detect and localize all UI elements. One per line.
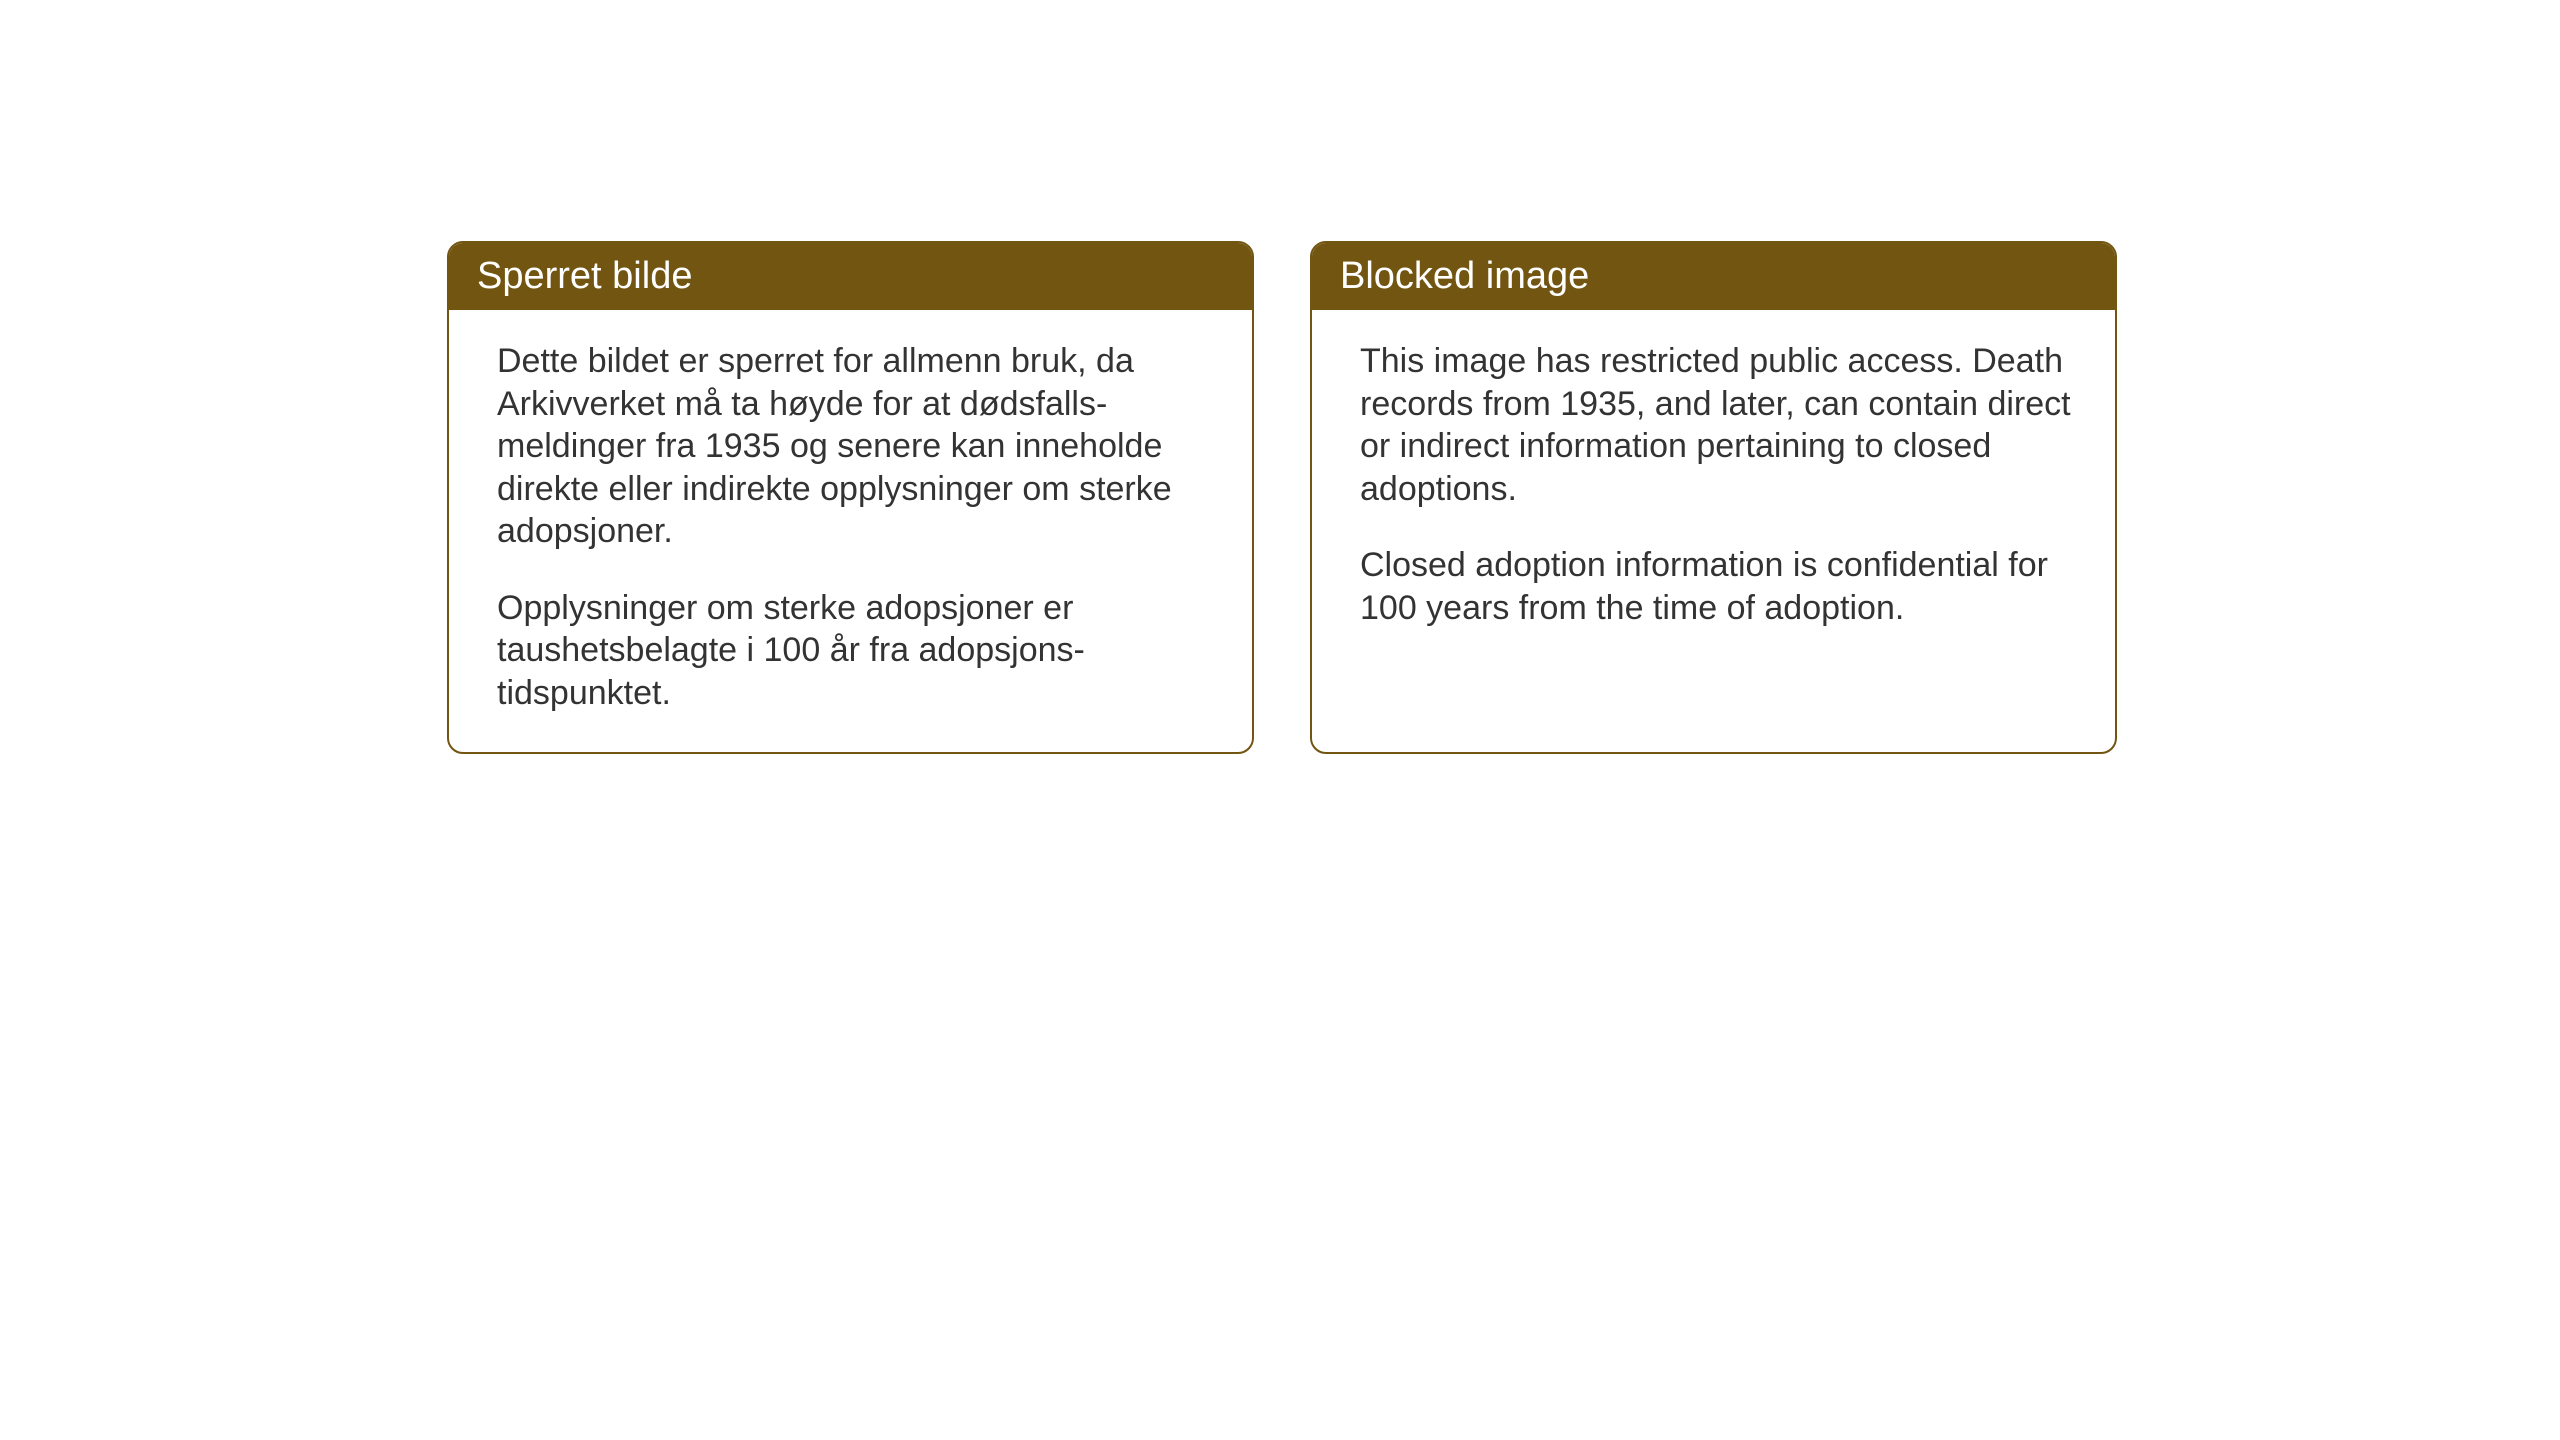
card-header-norwegian: Sperret bilde bbox=[449, 243, 1252, 310]
card-paragraph-1: This image has restricted public access.… bbox=[1360, 340, 2071, 510]
card-english: Blocked image This image has restricted … bbox=[1310, 241, 2117, 754]
card-paragraph-2: Closed adoption information is confident… bbox=[1360, 544, 2071, 629]
card-title: Blocked image bbox=[1340, 255, 1589, 297]
card-header-english: Blocked image bbox=[1312, 243, 2115, 310]
cards-container: Sperret bilde Dette bildet er sperret fo… bbox=[447, 241, 2117, 754]
card-norwegian: Sperret bilde Dette bildet er sperret fo… bbox=[447, 241, 1254, 754]
card-paragraph-1: Dette bildet er sperret for allmenn bruk… bbox=[497, 340, 1208, 553]
card-body-norwegian: Dette bildet er sperret for allmenn bruk… bbox=[449, 310, 1252, 752]
card-paragraph-2: Opplysninger om sterke adopsjoner er tau… bbox=[497, 587, 1208, 715]
card-title: Sperret bilde bbox=[477, 255, 692, 297]
card-body-english: This image has restricted public access.… bbox=[1312, 310, 2115, 667]
